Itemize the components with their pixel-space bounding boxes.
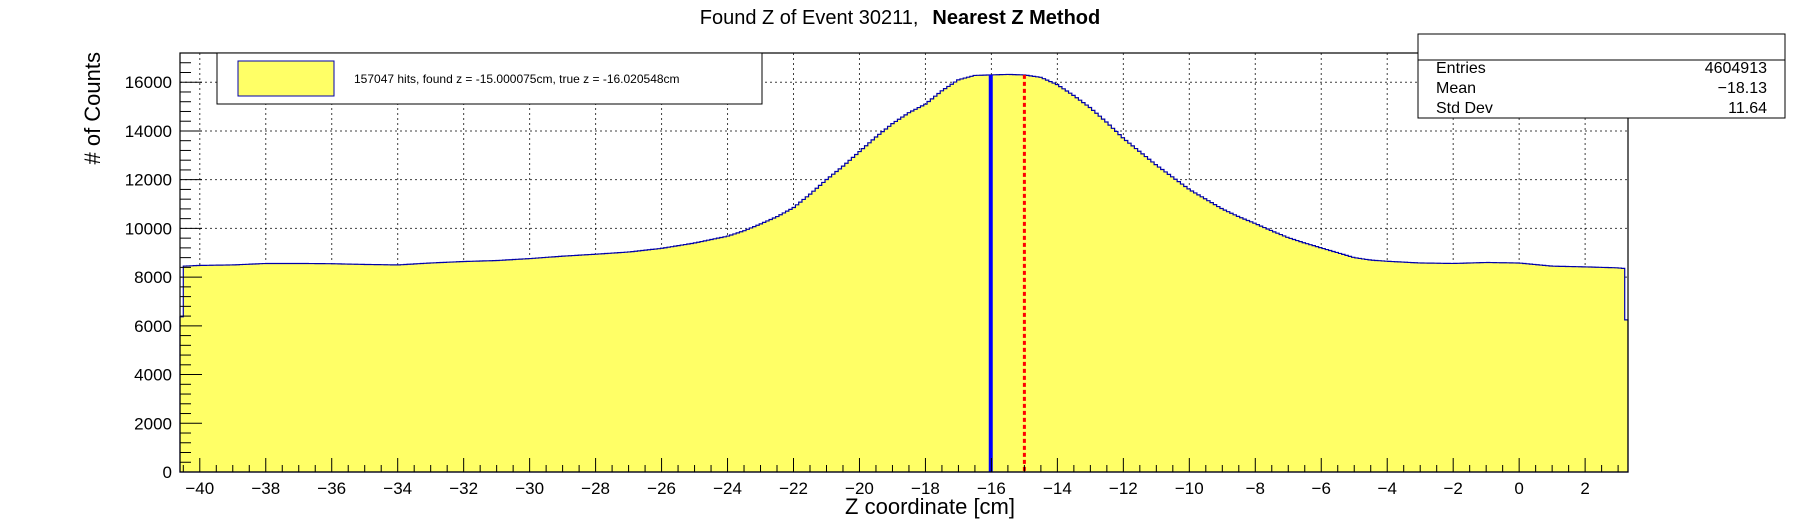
x-tick-label: −18 xyxy=(911,479,940,498)
chart-title-bold: Nearest Z Method xyxy=(932,7,1100,29)
x-tick-label: −14 xyxy=(1043,479,1072,498)
histogram-bars xyxy=(179,73,1629,473)
y-tick-label: 4000 xyxy=(134,366,172,385)
y-tick-label: 0 xyxy=(163,463,172,482)
x-tick-label: −10 xyxy=(1175,479,1204,498)
x-tick-label: −8 xyxy=(1246,479,1265,498)
plot-border xyxy=(179,52,1629,473)
stats-entries-label: Entries xyxy=(1436,60,1486,77)
x-axis-ticks: −40 −38 −36 −34 −32 −30 −28 −26 −24 −22 −20 −18 −16−… xyxy=(182,458,1619,498)
x-tick-label: 2 xyxy=(1580,479,1589,498)
x-tick-label: 0 xyxy=(1514,479,1523,498)
y-tick-label: 16000 xyxy=(125,73,172,92)
x-tick-label: −32 xyxy=(449,479,478,498)
stats-stddev-value: 11.64 xyxy=(1728,100,1767,117)
legend-swatch xyxy=(237,60,335,97)
plot-frame xyxy=(179,52,1629,473)
y-tick-label: 12000 xyxy=(125,171,172,190)
x-tick-label: −26 xyxy=(647,479,676,498)
x-tick-label: −16 xyxy=(977,479,1006,498)
legend-box: 157047 hits, found z = -15.000075cm, tru… xyxy=(216,52,763,105)
y-tick-label: 8000 xyxy=(134,268,172,287)
x-tick-label: −6 xyxy=(1312,479,1331,498)
x-tick-label: −20 xyxy=(845,479,874,498)
x-axis-title: Z coordinate [cm] xyxy=(845,494,1015,519)
x-tick-label: −38 xyxy=(251,479,280,498)
x-tick-label: −24 xyxy=(713,479,742,498)
y-tick-label: 14000 xyxy=(125,122,172,141)
x-tick-label: −36 xyxy=(317,479,346,498)
y-tick-label: 6000 xyxy=(134,317,172,336)
marker-lines xyxy=(988,74,1026,472)
x-tick-label: −30 xyxy=(515,479,544,498)
y-tick-label: 10000 xyxy=(125,219,172,238)
stats-mean-value: −18.13 xyxy=(1718,80,1767,97)
histogram-area xyxy=(179,73,1629,473)
x-tick-label: −34 xyxy=(383,479,412,498)
x-tick-label: −28 xyxy=(581,479,610,498)
x-tick-label: −4 xyxy=(1378,479,1397,498)
x-tick-label: −2 xyxy=(1443,479,1462,498)
y-axis-ticks: 0 2000 4000 6000 8000 10000 12000 14000 16000 xyxy=(125,52,202,482)
y-axis-title: # of Counts xyxy=(80,52,105,165)
stats-mean-label: Mean xyxy=(1436,80,1476,97)
x-tick-label: −12 xyxy=(1109,479,1138,498)
x-tick-label: −40 xyxy=(185,479,214,498)
x-tick-label: −22 xyxy=(779,479,808,498)
stats-entries-value: 4604913 xyxy=(1705,60,1767,77)
legend-label: 157047 hits, found z = -15.000075cm, tru… xyxy=(354,72,680,86)
chart-title-main: Found Z of Event 30211, xyxy=(700,7,919,29)
chart-title: Found Z of Event 30211, Nearest Z Method xyxy=(700,7,1100,29)
stats-frame xyxy=(1417,33,1786,119)
stats-stddev-label: Std Dev xyxy=(1436,100,1493,117)
stats-box: Entries 4604913 Mean −18.13 Std Dev 11.6… xyxy=(1417,33,1786,119)
y-tick-label: 2000 xyxy=(134,414,172,433)
